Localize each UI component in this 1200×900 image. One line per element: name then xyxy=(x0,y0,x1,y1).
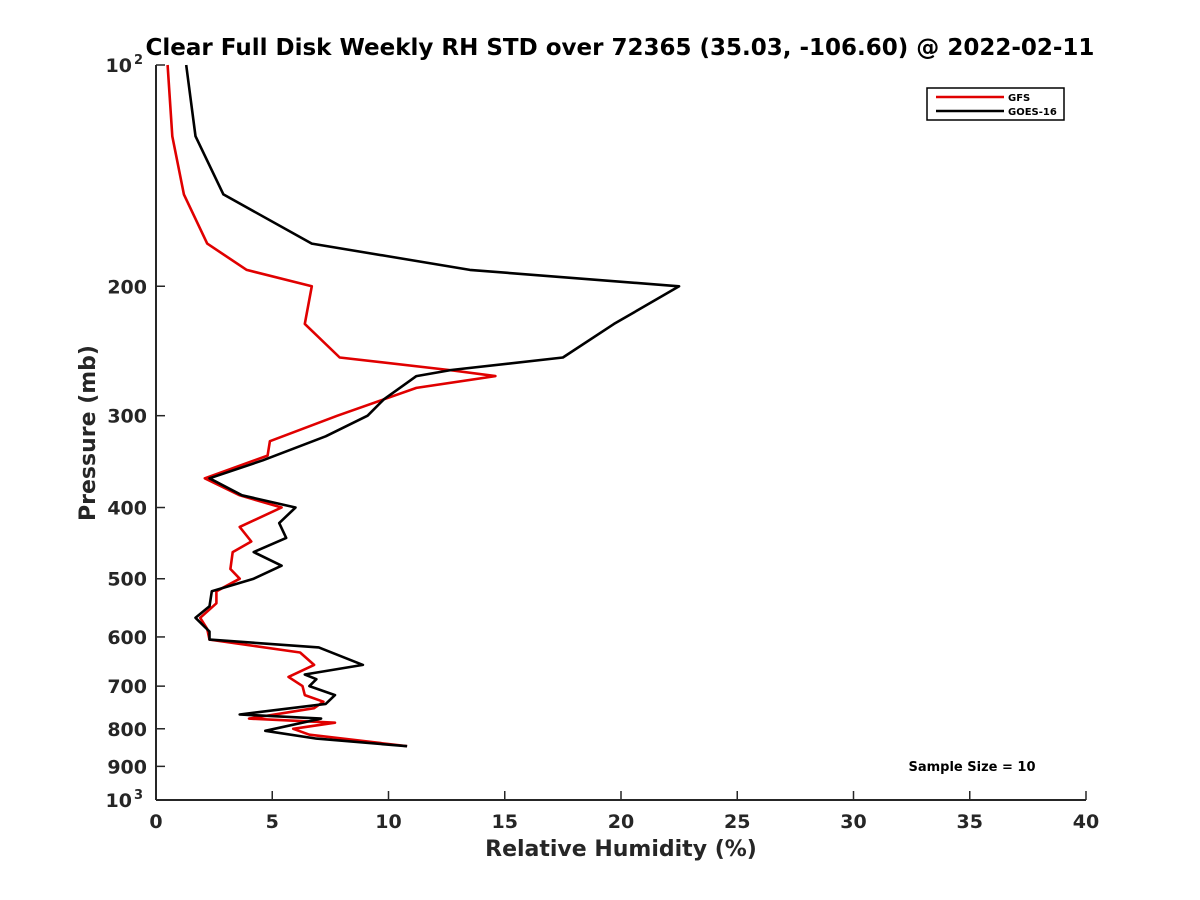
legend-label: GFS xyxy=(1008,93,1030,104)
y-tick-exponent: 3 xyxy=(134,788,143,803)
y-tick-label: 500 xyxy=(107,569,147,591)
x-ticks: 0 5 10 15 20 25 30 35 40 xyxy=(149,791,1099,833)
series-line-gfs xyxy=(166,64,497,748)
x-tick-label: 10 xyxy=(375,811,401,833)
chart-title: Clear Full Disk Weekly RH STD over 72365… xyxy=(146,35,1095,61)
x-tick-label: 25 xyxy=(724,811,750,833)
y-tick-label: 200 xyxy=(107,276,147,298)
y-tick-label: 900 xyxy=(107,756,147,778)
series-layer xyxy=(166,64,681,748)
y-tick-label: 800 xyxy=(107,719,147,741)
x-tick-label: 5 xyxy=(266,811,279,833)
x-tick-label: 20 xyxy=(608,811,634,833)
series-line-goes-16 xyxy=(184,64,681,748)
y-tick-label: 10 xyxy=(106,55,132,77)
sample-size-annotation: Sample Size = 10 xyxy=(908,760,1035,775)
plot-area: 0 5 10 15 20 25 30 35 40 10 220030040050060070080… xyxy=(106,53,1100,833)
y-tick-label: 700 xyxy=(107,676,147,698)
y-axis-label: Pressure (mb) xyxy=(76,345,101,521)
y-tick-exponent: 2 xyxy=(134,53,143,68)
x-tick-label: 35 xyxy=(957,811,983,833)
x-tick-label: 30 xyxy=(840,811,866,833)
x-tick-label: 40 xyxy=(1073,811,1099,833)
legend-entries: GFS GOES-16 xyxy=(936,93,1057,118)
x-tick-label: 0 xyxy=(149,811,162,833)
legend-box xyxy=(926,87,1065,121)
x-tick-label: 15 xyxy=(492,811,518,833)
y-tick-label: 300 xyxy=(107,406,147,428)
legend: GFS GOES-16 xyxy=(926,87,1065,121)
x-axis-label: Relative Humidity (%) xyxy=(485,837,757,862)
y-tick-label: 600 xyxy=(107,627,147,649)
legend-label: GOES-16 xyxy=(1008,107,1057,118)
y-tick-label: 400 xyxy=(107,498,147,520)
y-tick-label: 10 xyxy=(106,790,132,812)
